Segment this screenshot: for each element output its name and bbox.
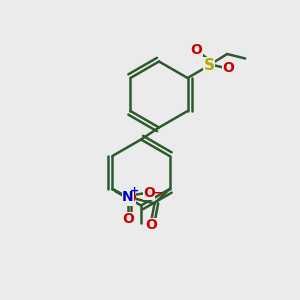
Text: N: N [122,190,134,204]
Text: S: S [204,58,215,73]
Text: O: O [223,61,235,75]
Text: O: O [143,186,155,200]
Text: O: O [146,218,158,232]
Text: +: + [129,186,139,197]
Text: O: O [124,191,136,205]
Text: O: O [190,43,202,57]
Text: −: − [153,186,163,200]
Text: O: O [122,212,134,226]
